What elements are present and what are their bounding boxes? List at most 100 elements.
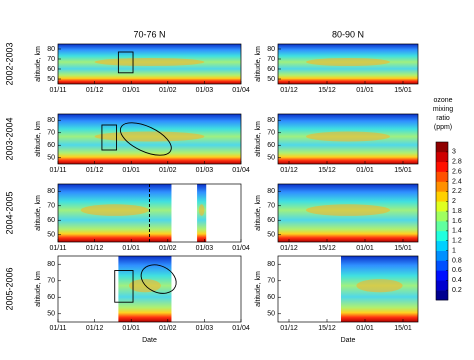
colorbar-cell — [436, 201, 448, 212]
row-label: 2005-2006 — [4, 267, 14, 310]
colorbar-tick-label: 1 — [452, 247, 456, 254]
y-tick-label: 70 — [267, 278, 275, 285]
x-tick-label: 01/12 — [280, 325, 298, 332]
x-tick-label: 15/12 — [318, 87, 336, 94]
y-axis-label: altitude, km — [255, 271, 262, 307]
y-tick-label: 70 — [267, 203, 275, 210]
x-tick-label: 01/03 — [196, 325, 214, 332]
y-tick-label: 60 — [267, 217, 275, 224]
colorbar-tick-label: 0.6 — [452, 267, 462, 274]
x-tick-label: 01/03 — [196, 167, 214, 174]
colorbar-tick-label: 1.4 — [452, 228, 462, 235]
panel-frame — [57, 43, 242, 85]
x-tick-label: 01/02 — [159, 167, 177, 174]
x-tick-label: 01/01 — [356, 87, 374, 94]
x-tick-label: 15/01 — [394, 167, 412, 174]
colorbar-cell — [436, 151, 448, 163]
x-axis-label: Date — [341, 337, 356, 344]
heatmap-blob — [306, 204, 390, 216]
heatmap-blob — [94, 131, 205, 142]
y-axis-label: altitude, km — [255, 46, 262, 82]
x-tick-label: 01/02 — [159, 87, 177, 94]
y-tick-label: 70 — [47, 130, 55, 137]
y-tick-label: 80 — [47, 46, 55, 53]
annotation-ellipse — [119, 122, 172, 156]
y-axis-label: altitude, km — [35, 271, 42, 307]
colorbar-cell — [436, 240, 448, 251]
y-axis-label: altitude, km — [255, 195, 262, 231]
y-tick-label: 70 — [267, 130, 275, 137]
colorbar-tick-label: 0.2 — [452, 287, 462, 294]
colorbar-tick-label: 2.6 — [452, 168, 462, 175]
column-title: 80-90 N — [332, 29, 364, 39]
x-tick-label: 15/12 — [318, 325, 336, 332]
annotation-ellipse — [140, 264, 177, 294]
colorbar-tick-label: 0.8 — [452, 257, 462, 264]
x-tick-label: 15/01 — [394, 87, 412, 94]
x-tick-label: 01/11 — [50, 87, 67, 94]
y-tick-label: 80 — [47, 261, 55, 268]
y-tick-label: 50 — [47, 232, 55, 239]
y-tick-label: 70 — [267, 56, 275, 63]
x-tick-label: 01/12 — [280, 167, 298, 174]
y-axis-label: altitude, km — [35, 121, 42, 157]
x-tick-label: 01/11 — [50, 167, 67, 174]
x-tick-label: 01/01 — [356, 245, 374, 252]
y-tick-label: 60 — [47, 294, 55, 301]
y-tick-label: 50 — [267, 76, 275, 83]
y-tick-label: 80 — [267, 188, 275, 195]
y-tick-label: 60 — [267, 294, 275, 301]
colorbar-cell — [436, 181, 448, 192]
y-tick-label: 80 — [267, 117, 275, 124]
y-tick-label: 80 — [267, 261, 275, 268]
panel-frame — [57, 255, 242, 323]
x-tick-label: 01/04 — [232, 167, 250, 174]
y-tick-label: 50 — [267, 232, 275, 239]
y-axis-label: altitude, km — [35, 46, 42, 82]
colorbar-cell — [436, 191, 448, 202]
heatmap-blob — [198, 204, 205, 216]
heatmap-blob — [94, 58, 205, 66]
colorbar-title: ozone — [433, 97, 452, 104]
y-tick-label: 60 — [267, 142, 275, 149]
colorbar-cell — [436, 171, 448, 182]
annotation-box — [117, 51, 134, 74]
x-tick-label: 01/11 — [50, 325, 67, 332]
column-title: 70-76 N — [133, 29, 165, 39]
colorbar-cell — [436, 211, 448, 222]
panel-frame — [277, 255, 419, 323]
colorbar-cell — [436, 142, 448, 153]
colorbar-title: mixing — [433, 106, 453, 113]
y-tick-label: 60 — [47, 66, 55, 73]
row-label: 2002-2003 — [4, 42, 14, 85]
colorbar-tick-label: 0.4 — [452, 277, 462, 284]
colorbar-tick-label: 1.6 — [452, 218, 462, 225]
y-tick-label: 50 — [47, 76, 55, 83]
x-axis-label: Date — [142, 337, 157, 344]
y-tick-label: 50 — [47, 155, 55, 162]
y-tick-label: 60 — [47, 217, 55, 224]
x-tick-label: 01/01 — [122, 325, 140, 332]
heatmap-blob — [306, 131, 390, 142]
colorbar-tick-label: 3 — [452, 149, 456, 156]
row-label: 2003-2004 — [4, 117, 14, 160]
colorbar-tick-label: 2 — [452, 198, 456, 205]
colorbar-cell — [436, 260, 448, 271]
x-tick-label: 15/01 — [394, 325, 412, 332]
colorbar-title: (ppm) — [434, 124, 452, 131]
x-tick-label: 01/12 — [86, 245, 104, 252]
colorbar-cell — [436, 221, 448, 232]
heatmap-blob — [80, 204, 149, 216]
x-tick-label: 01/12 — [86, 325, 104, 332]
colorbar-tick-label: 1.2 — [452, 238, 462, 245]
y-tick-label: 60 — [47, 142, 55, 149]
colorbar-tick-label: 2.4 — [452, 178, 462, 185]
y-axis-label: altitude, km — [35, 195, 42, 231]
panel-frame — [277, 183, 419, 243]
y-tick-label: 50 — [47, 311, 55, 318]
colorbar-cell — [436, 290, 448, 301]
colorbar-tick-label: 1.8 — [452, 208, 462, 215]
annotation-box — [114, 270, 134, 303]
colorbar-cell — [436, 270, 448, 281]
